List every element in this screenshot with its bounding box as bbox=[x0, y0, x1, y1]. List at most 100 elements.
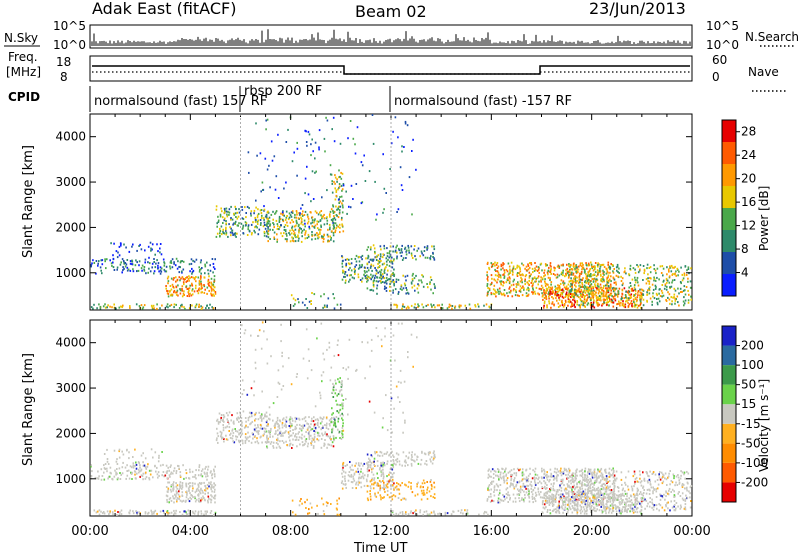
data-cell bbox=[676, 267, 679, 270]
data-cell bbox=[371, 483, 373, 486]
data-cell bbox=[228, 430, 230, 432]
data-cell bbox=[137, 269, 140, 272]
data-cell bbox=[355, 183, 358, 185]
data-cell bbox=[313, 425, 315, 428]
data-cell bbox=[630, 300, 633, 303]
data-cell bbox=[428, 451, 431, 454]
data-cell bbox=[438, 304, 441, 307]
data-cell bbox=[533, 496, 535, 499]
data-cell bbox=[185, 496, 188, 499]
data-cell bbox=[400, 284, 403, 287]
data-cell bbox=[383, 488, 385, 491]
data-cell bbox=[487, 473, 490, 476]
data-cell bbox=[478, 513, 480, 516]
data-cell bbox=[169, 466, 172, 468]
data-cell bbox=[292, 443, 294, 446]
data-cell bbox=[388, 471, 391, 474]
data-cell bbox=[217, 435, 220, 438]
data-cell bbox=[537, 266, 540, 269]
data-cell bbox=[495, 295, 497, 298]
data-cell bbox=[370, 273, 372, 276]
data-cell bbox=[194, 495, 196, 498]
data-cell bbox=[335, 205, 337, 208]
data-cell bbox=[537, 482, 539, 485]
data-cell bbox=[115, 250, 118, 253]
data-cell bbox=[318, 426, 320, 429]
data-cell bbox=[269, 442, 272, 445]
data-cell bbox=[551, 288, 553, 291]
data-cell bbox=[599, 265, 602, 268]
data-cell bbox=[570, 271, 572, 274]
data-cell bbox=[225, 207, 228, 210]
data-cell bbox=[304, 210, 307, 213]
data-cell bbox=[192, 475, 194, 478]
data-cell bbox=[205, 475, 207, 478]
data-cell bbox=[511, 273, 514, 276]
data-cell bbox=[516, 275, 519, 277]
data-cell bbox=[333, 217, 336, 220]
data-cell bbox=[341, 202, 343, 205]
data-cell bbox=[275, 446, 278, 449]
data-cell bbox=[497, 468, 499, 470]
data-cell bbox=[571, 271, 573, 274]
data-cell bbox=[549, 270, 551, 273]
data-cell bbox=[498, 273, 500, 276]
data-cell bbox=[234, 222, 236, 225]
data-cell bbox=[578, 272, 581, 275]
data-cell bbox=[170, 471, 173, 474]
data-cell bbox=[258, 411, 260, 414]
data-cell bbox=[537, 292, 539, 295]
data-cell bbox=[312, 446, 315, 449]
data-cell bbox=[572, 478, 574, 481]
data-cell bbox=[376, 292, 378, 295]
data-cell bbox=[321, 217, 323, 220]
data-cell bbox=[195, 469, 197, 472]
data-cell bbox=[322, 434, 324, 437]
data-cell bbox=[667, 291, 669, 294]
data-cell bbox=[208, 281, 210, 284]
data-cell bbox=[112, 257, 115, 260]
data-cell bbox=[200, 482, 203, 485]
data-cell bbox=[316, 223, 318, 226]
data-cell bbox=[512, 500, 515, 503]
data-cell bbox=[577, 271, 579, 274]
data-cell bbox=[265, 235, 268, 238]
data-cell bbox=[558, 284, 561, 287]
data-cell bbox=[525, 468, 528, 471]
data-cell bbox=[392, 130, 394, 133]
data-cell bbox=[288, 432, 290, 435]
data-cell bbox=[658, 278, 660, 281]
data-cell bbox=[451, 305, 454, 307]
data-cell bbox=[138, 305, 141, 308]
data-cell bbox=[312, 150, 314, 153]
data-cell bbox=[275, 211, 277, 214]
data-cell bbox=[651, 283, 654, 286]
data-cell bbox=[606, 303, 608, 306]
data-cell bbox=[341, 265, 344, 268]
data-cell bbox=[574, 275, 577, 278]
data-cell bbox=[382, 275, 384, 278]
data-cell bbox=[502, 499, 505, 502]
data-cell bbox=[347, 262, 350, 265]
data-cell bbox=[342, 206, 344, 209]
data-cell bbox=[194, 475, 196, 478]
data-cell bbox=[165, 471, 168, 474]
data-cell bbox=[641, 296, 643, 299]
data-cell bbox=[507, 471, 510, 474]
data-cell bbox=[392, 487, 395, 490]
data-cell bbox=[392, 513, 395, 516]
data-cell bbox=[571, 488, 573, 491]
data-cell bbox=[223, 440, 225, 443]
data-cell bbox=[189, 468, 191, 471]
data-cell bbox=[550, 483, 553, 486]
data-cell bbox=[627, 298, 630, 301]
data-cell bbox=[192, 510, 194, 513]
data-cell bbox=[507, 262, 510, 265]
data-cell bbox=[338, 403, 340, 406]
data-cell bbox=[208, 481, 210, 484]
data-cell bbox=[128, 477, 131, 480]
data-cell bbox=[282, 220, 285, 223]
data-cell bbox=[238, 208, 240, 211]
data-cell bbox=[235, 235, 237, 238]
data-cell bbox=[518, 480, 521, 483]
